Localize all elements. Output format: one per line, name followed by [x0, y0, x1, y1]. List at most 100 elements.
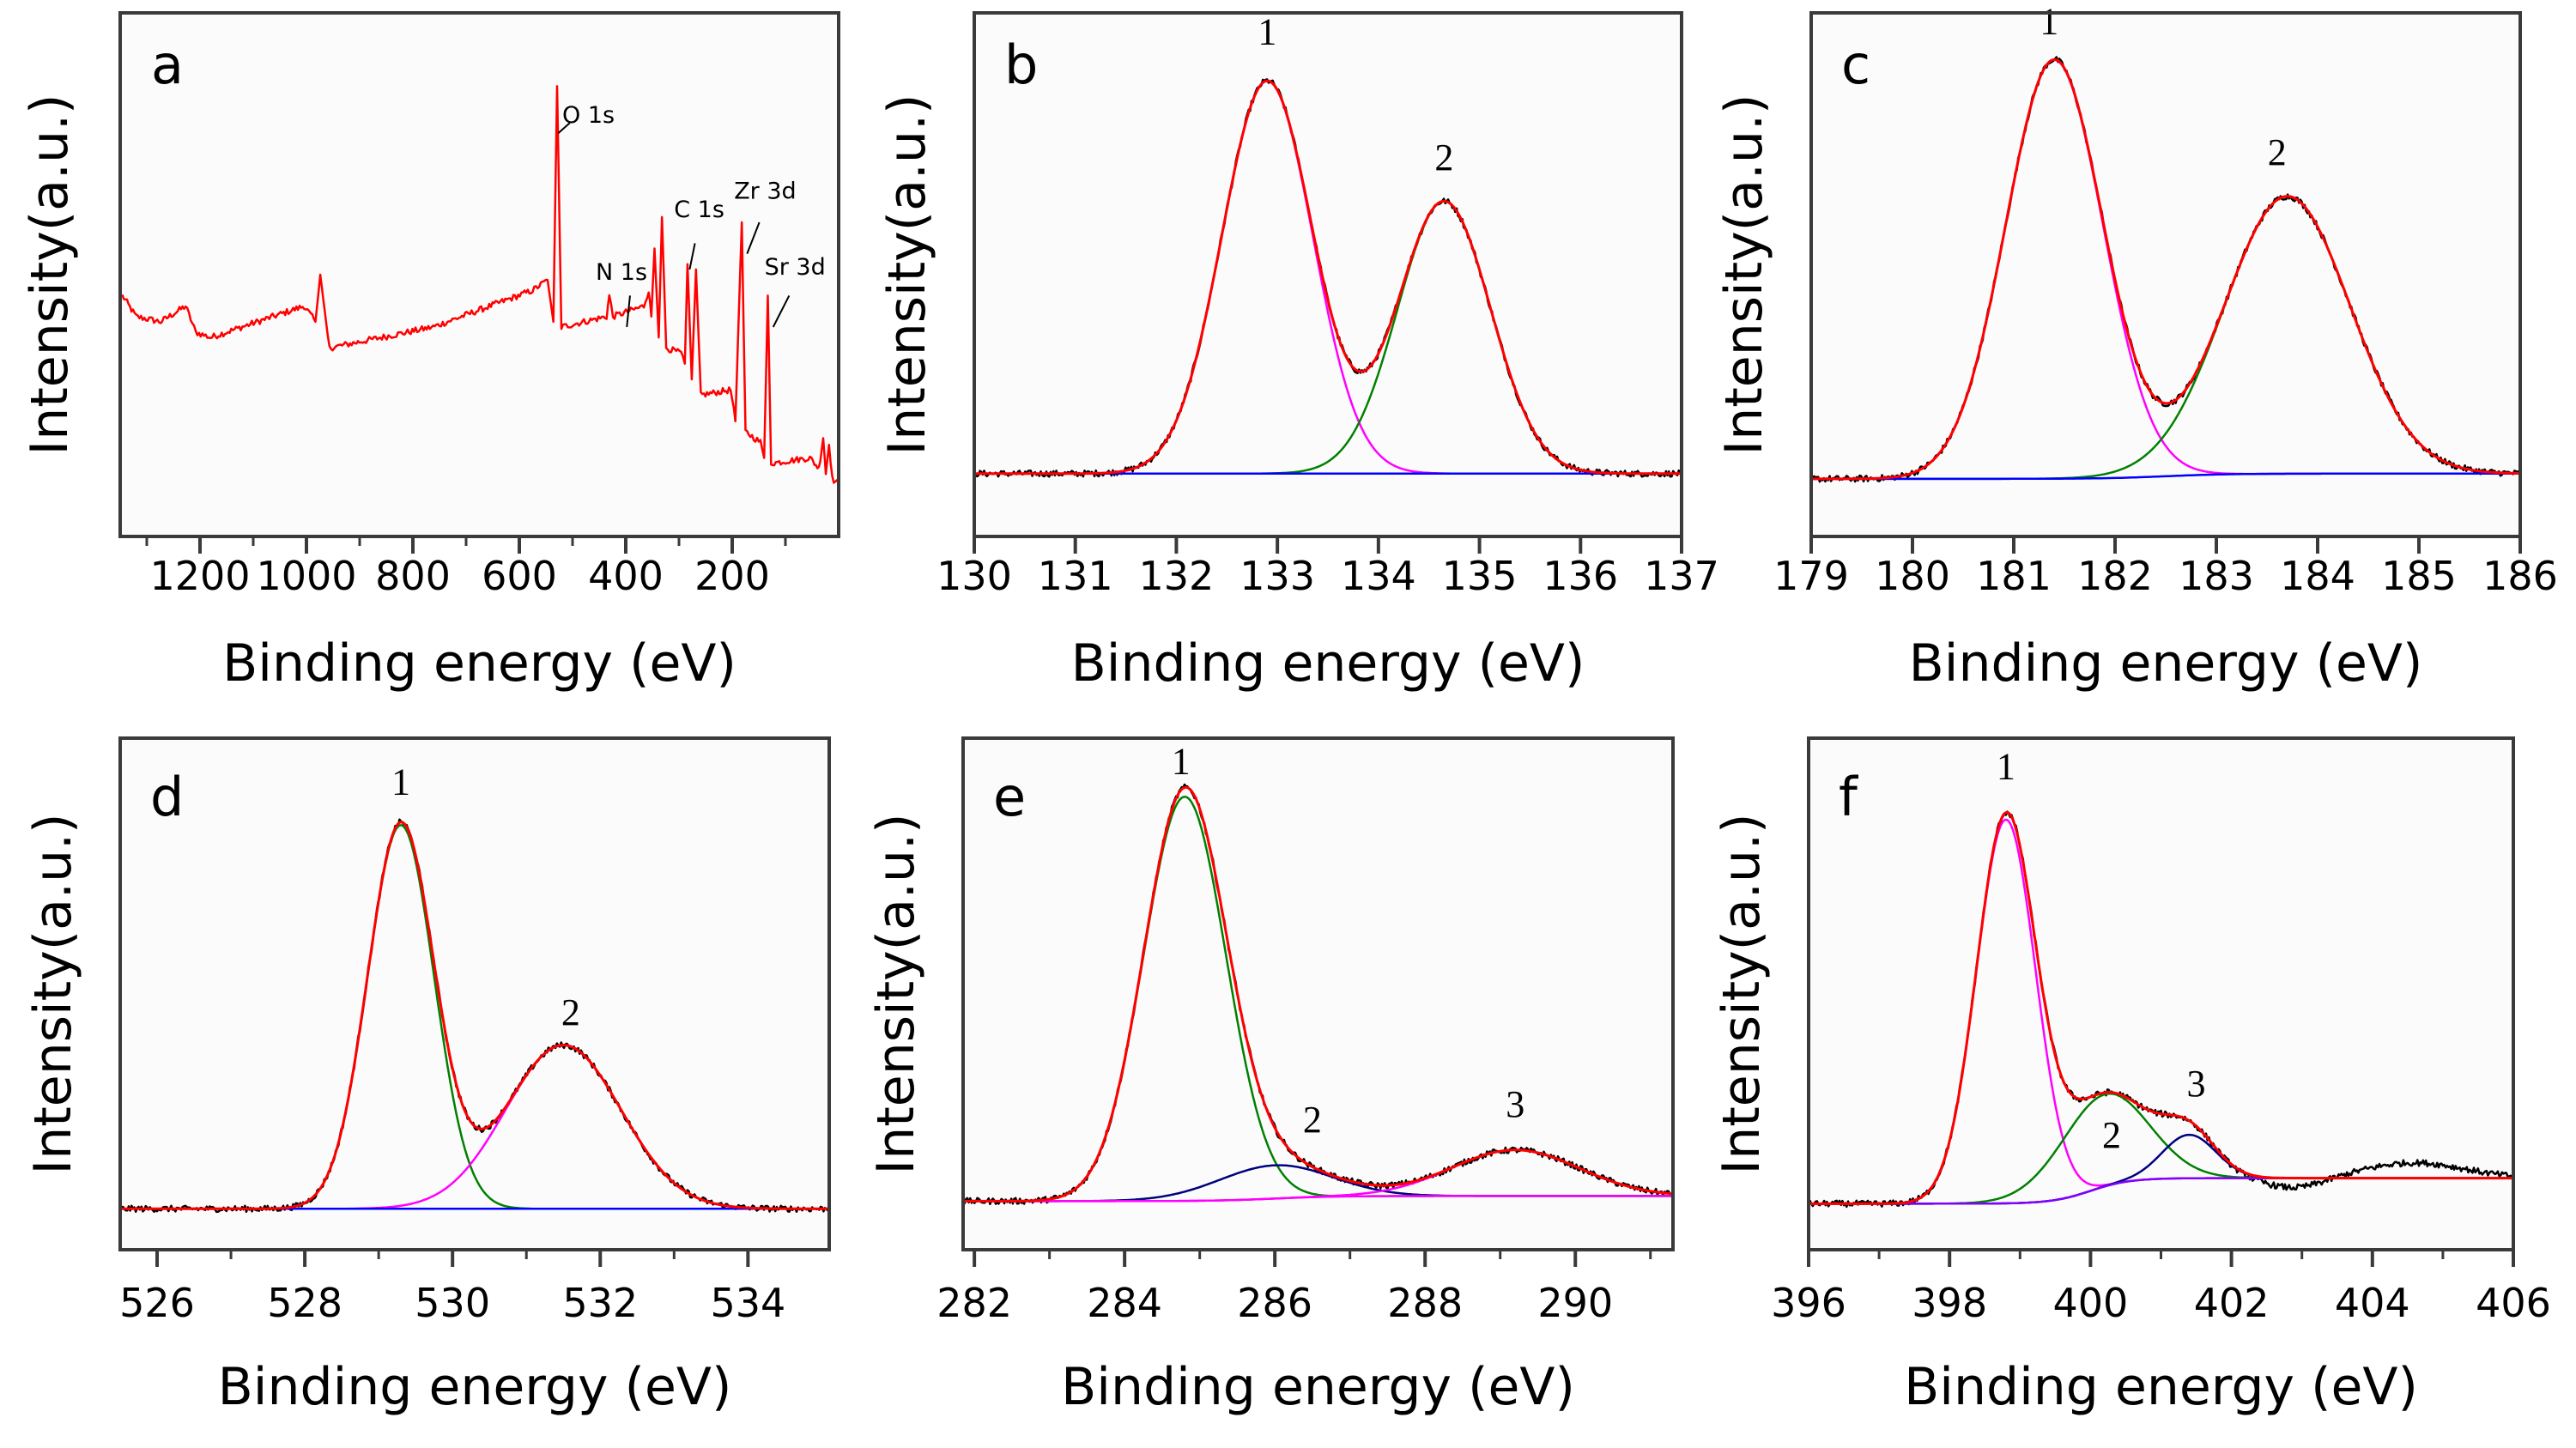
plot-curves	[963, 783, 1673, 1206]
peak-annotation: Sr 3d	[765, 254, 826, 281]
x-tick-label: 404	[2335, 1280, 2410, 1326]
peak-label: 1	[1997, 746, 2015, 788]
peak-label: 1	[1258, 11, 1276, 53]
y-axis-title: Intensity(a.u.)	[1714, 94, 1774, 456]
plot-curves	[121, 85, 839, 485]
plot-curves	[974, 78, 1682, 478]
x-tick-label: 534	[710, 1280, 785, 1326]
x-tick-label: 182	[2077, 553, 2153, 599]
annotation-leader-line	[626, 295, 631, 328]
peak-label: 2	[1434, 136, 1453, 179]
x-tick-label: 183	[2179, 553, 2254, 599]
x-tick-label: 406	[2476, 1280, 2551, 1326]
panel-letter: e	[993, 766, 1026, 828]
x-tick-label: 136	[1543, 553, 1618, 599]
background-line	[1811, 472, 2520, 481]
background-line	[963, 1195, 1673, 1203]
x-axis-title: Binding energy (eV)	[218, 1357, 732, 1417]
peak-annotation: O 1s	[562, 102, 615, 129]
panel-letter: f	[1839, 766, 1859, 828]
survey-spectrum-line	[121, 85, 839, 485]
x-tick-label: 290	[1537, 1280, 1613, 1326]
x-tick-label: 400	[588, 553, 664, 599]
panel-f: 1 2 3 396 398 400 402 404 406 Binding energy (eV)…	[1712, 736, 2551, 1417]
x-tick-label: 600	[482, 553, 557, 599]
x-axis-title: Binding energy (eV)	[1904, 1357, 2418, 1417]
peak-label: 2	[561, 991, 580, 1033]
x-tick-label: 180	[1875, 553, 1950, 599]
plot-area	[120, 738, 829, 1250]
annotation-leader-line	[772, 294, 791, 328]
envelope-fit-line	[120, 821, 829, 1210]
x-axis-title: Binding energy (eV)	[1909, 633, 2423, 694]
peak-label: 2	[1303, 1099, 1322, 1141]
plot-frame	[1809, 11, 2522, 538]
x-tick-label: 1200	[149, 553, 250, 599]
y-axis-title: Intensity(a.u.)	[23, 814, 83, 1175]
plot-frame	[118, 736, 831, 1251]
x-tick-label: 134	[1341, 553, 1416, 599]
panel-a: O 1s N 1s C 1s Zr 3d Sr 3d 1200 1000 800 600 400 2…	[20, 11, 840, 694]
plot-frame	[973, 11, 1683, 538]
plot-area	[974, 13, 1682, 536]
x-tick-label: 186	[2482, 553, 2558, 599]
panel-letter: d	[150, 766, 184, 828]
annotation-leader-line	[746, 221, 761, 254]
x-tick-label: 130	[936, 553, 1012, 599]
peak-label: 1	[2040, 0, 2058, 42]
peak-label: 2	[2102, 1114, 2121, 1156]
plot-frame	[961, 736, 1675, 1251]
peak-label: 1	[391, 761, 410, 803]
x-tick-label: 179	[1773, 553, 1849, 599]
annotation-leader-line	[688, 243, 696, 270]
panel-c: 1 2 179 180 181 182 183 184 185 186 Binding energy…	[1714, 0, 2558, 694]
plot-curves	[1809, 810, 2513, 1209]
envelope-fit-line	[974, 79, 1682, 476]
x-axis-title: Binding energy (eV)	[1061, 1357, 1575, 1417]
envelope-fit-line	[963, 785, 1673, 1203]
annotation-leader-line	[557, 122, 571, 135]
peak-annotation: N 1s	[596, 259, 647, 286]
plot-area	[1809, 738, 2513, 1250]
peak-label: 3	[1506, 1083, 1524, 1125]
x-tick-label: 398	[1912, 1280, 1987, 1326]
plot-area	[1811, 13, 2520, 536]
x-tick-label: 184	[2280, 553, 2355, 599]
peak-label: 2	[2268, 131, 2287, 173]
x-tick-label: 800	[375, 553, 451, 599]
envelope-fit-line	[1809, 810, 2513, 1205]
x-tick-label: 400	[2052, 1280, 2128, 1326]
panel-letter: c	[1841, 33, 1870, 96]
y-axis-title: Intensity(a.u.)	[20, 94, 80, 456]
x-tick-label: 402	[2194, 1280, 2270, 1326]
plot-area	[120, 13, 839, 536]
x-tick-label: 137	[1644, 553, 1719, 599]
x-tick-label: 288	[1387, 1280, 1463, 1326]
y-axis-title: Intensity(a.u.)	[877, 94, 937, 456]
x-tick-label: 185	[2381, 553, 2457, 599]
x-tick-label: 132	[1139, 553, 1215, 599]
x-tick-label: 282	[936, 1280, 1012, 1326]
x-tick-label: 396	[1771, 1280, 1846, 1326]
peak-annotation: C 1s	[674, 197, 724, 223]
x-tick-label: 131	[1038, 553, 1113, 599]
x-tick-label: 286	[1237, 1280, 1312, 1326]
panel-letter: b	[1004, 33, 1038, 96]
x-tick-label: 528	[267, 1280, 342, 1326]
y-axis-title: Intensity(a.u.)	[866, 814, 926, 1175]
panel-d: 1 2 526 528 530 532 534 Binding energy (eV) Inte…	[23, 736, 831, 1417]
panel-e: 1 2 3 282 284 286 288 290 Binding energy (eV) Int…	[866, 736, 1675, 1417]
x-axis-title: Binding energy (eV)	[222, 633, 736, 694]
x-tick-label: 200	[694, 553, 770, 599]
envelope-fit-line	[1811, 58, 2520, 481]
panel-letter: a	[151, 33, 184, 96]
x-tick-label: 526	[119, 1280, 195, 1326]
x-axis-title: Binding energy (eV)	[1071, 633, 1585, 694]
x-tick-label: 530	[415, 1280, 490, 1326]
y-axis-title: Intensity(a.u.)	[1712, 814, 1772, 1175]
peak-label: 3	[2187, 1063, 2206, 1105]
x-tick-label: 181	[1976, 553, 2052, 599]
x-tick-label: 133	[1240, 553, 1315, 599]
plot-curves	[1811, 56, 2520, 483]
